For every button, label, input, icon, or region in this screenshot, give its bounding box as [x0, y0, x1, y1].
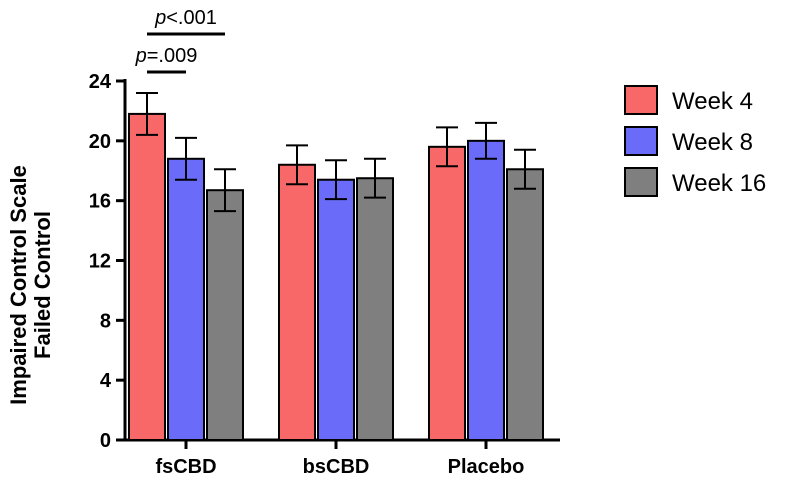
p-value: =.009 — [147, 45, 198, 67]
x-tick-label: fsCBD — [155, 456, 216, 478]
bar — [206, 189, 244, 441]
y-tick-label: 12 — [89, 251, 111, 273]
p-value: <.001 — [166, 7, 217, 29]
y-tick-label: 0 — [100, 430, 111, 452]
bar — [428, 145, 466, 441]
legend-label: Week 4 — [672, 88, 753, 115]
legend-swatch — [624, 167, 658, 197]
legend-label: Week 16 — [672, 170, 766, 197]
x-tick-label: Placebo — [448, 456, 525, 478]
bar — [128, 112, 166, 442]
plot-area: 0 4 8 12 16 20 24 fsCBD bsCBD Placebo — [89, 71, 560, 478]
p-value-label: p=.009 — [135, 45, 198, 67]
bar — [317, 178, 355, 441]
y-tick-label: 16 — [89, 191, 111, 213]
bar — [506, 168, 544, 441]
legend: Week 4 Week 8 Week 16 — [624, 85, 766, 197]
bar — [467, 139, 505, 441]
legend-swatch — [624, 126, 658, 156]
bar — [278, 163, 316, 441]
p-symbol: p — [154, 7, 166, 29]
y-tick-label: 8 — [100, 310, 111, 332]
bar — [356, 177, 394, 442]
legend-label: Week 8 — [672, 129, 753, 156]
y-axis-title-line1: Impaired Control Scale — [6, 165, 31, 405]
y-axis-title: Impaired Control Scale Failed Control — [6, 165, 55, 405]
p-symbol: p — [135, 45, 147, 67]
y-tick-label: 24 — [89, 71, 112, 93]
x-tick-label: bsCBD — [303, 456, 370, 478]
y-tick-label: 4 — [100, 370, 112, 392]
legend-swatch — [624, 85, 658, 115]
y-tick-label: 20 — [89, 131, 111, 153]
bar — [167, 157, 205, 442]
p-value-label: p<.001 — [154, 7, 217, 29]
y-axis-title-line2: Failed Control — [30, 211, 55, 359]
